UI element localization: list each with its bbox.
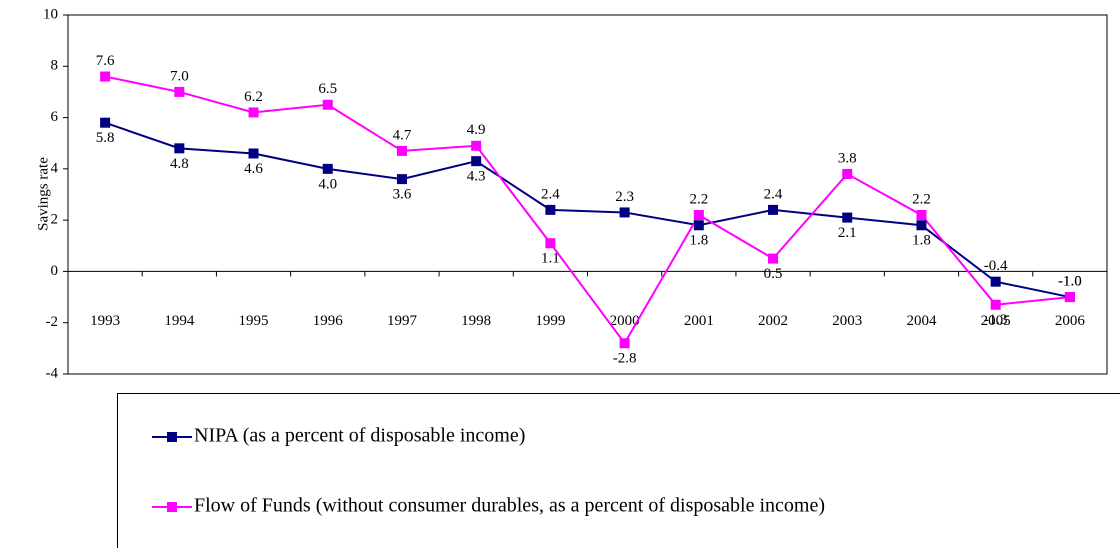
data-label: 4.9	[467, 122, 486, 138]
data-label: 6.2	[244, 89, 263, 105]
y-tick-label: 2	[51, 212, 59, 228]
data-label: 3.8	[838, 150, 857, 166]
series-line	[104, 75, 1070, 346]
x-tick-label: 1998	[461, 313, 491, 329]
x-tick-label: 1999	[535, 313, 565, 329]
x-tick-label: 2001	[684, 313, 714, 329]
data-label: -1.0	[1058, 274, 1082, 290]
data-label: 6.5	[318, 81, 337, 97]
data-label: -2.8	[613, 351, 637, 367]
x-tick-label: 2003	[832, 313, 862, 329]
point-marker	[100, 117, 111, 128]
point-marker	[471, 140, 482, 151]
data-label: 4.7	[393, 127, 412, 143]
x-tick-label: 1997	[387, 313, 418, 329]
x-tick-label: 2000	[610, 313, 640, 329]
series-line	[104, 121, 1071, 299]
point-marker	[1064, 292, 1075, 303]
point-marker	[545, 204, 556, 215]
point-marker	[842, 168, 853, 179]
point-marker	[322, 163, 333, 174]
data-label: -1.3	[984, 312, 1008, 328]
point-marker	[916, 210, 927, 221]
x-tick-label: 1995	[239, 313, 269, 329]
data-label: 4.0	[318, 176, 337, 192]
point-marker	[396, 145, 407, 156]
point-marker	[396, 174, 407, 185]
data-label: 1.1	[541, 251, 560, 267]
point-marker	[916, 220, 927, 231]
data-label: 2.2	[689, 191, 708, 207]
x-tick-label: 1993	[90, 313, 120, 329]
y-tick-label: 4	[51, 160, 59, 176]
data-label: 2.1	[838, 225, 857, 241]
point-marker	[619, 338, 630, 349]
x-tick-label: 2005	[981, 313, 1011, 329]
data-label: -1.0	[1058, 274, 1082, 290]
point-marker	[693, 210, 704, 221]
legend	[117, 393, 1120, 548]
data-label: 2.4	[764, 186, 783, 202]
data-label: 4.3	[467, 169, 486, 185]
point-marker	[768, 253, 779, 264]
y-tick-label: 0	[51, 263, 59, 279]
point-marker	[693, 220, 704, 231]
x-tick-label: 2006	[1055, 313, 1086, 329]
point-marker	[174, 143, 185, 154]
point-marker	[471, 156, 482, 167]
x-tick-label: 2002	[758, 313, 788, 329]
point-marker	[545, 238, 556, 249]
y-tick-label: -2	[46, 314, 59, 330]
point-marker	[990, 276, 1001, 287]
point-marker	[248, 148, 259, 159]
point-marker	[100, 71, 111, 82]
data-label: 3.6	[393, 187, 412, 203]
point-marker	[248, 107, 259, 118]
point-marker	[322, 99, 333, 110]
y-axis-title: Savings rate	[35, 157, 51, 231]
data-label: 0.5	[764, 266, 783, 282]
data-label: 5.8	[96, 130, 115, 146]
point-marker	[619, 207, 630, 218]
plot-area	[67, 14, 1108, 375]
data-label: 7.0	[170, 68, 189, 84]
data-label: 4.6	[244, 161, 263, 177]
y-tick-label: 6	[51, 109, 59, 125]
y-tick-label: -4	[46, 365, 59, 381]
data-label: -0.4	[984, 258, 1008, 274]
point-marker	[174, 86, 185, 97]
legend-marker	[167, 502, 177, 512]
x-tick-label: 1994	[164, 313, 195, 329]
data-label: 4.8	[170, 156, 189, 172]
data-label: 1.8	[689, 233, 708, 249]
data-label: 7.6	[96, 53, 115, 69]
y-tick-label: 8	[51, 58, 59, 74]
data-label: 1.8	[912, 233, 931, 249]
legend-marker	[167, 432, 177, 442]
legend-label: NIPA (as a percent of disposable income)	[194, 425, 525, 447]
x-tick-label: 1996	[313, 313, 344, 329]
point-marker	[990, 299, 1001, 310]
data-label: 2.3	[615, 189, 634, 205]
y-tick-label: 10	[43, 6, 58, 22]
point-marker	[768, 204, 779, 215]
point-marker	[842, 212, 853, 223]
data-label: 2.4	[541, 186, 560, 202]
x-tick-label: 2004	[906, 313, 937, 329]
legend-label: Flow of Funds (without consumer durables…	[194, 495, 825, 517]
data-label: 2.2	[912, 191, 931, 207]
